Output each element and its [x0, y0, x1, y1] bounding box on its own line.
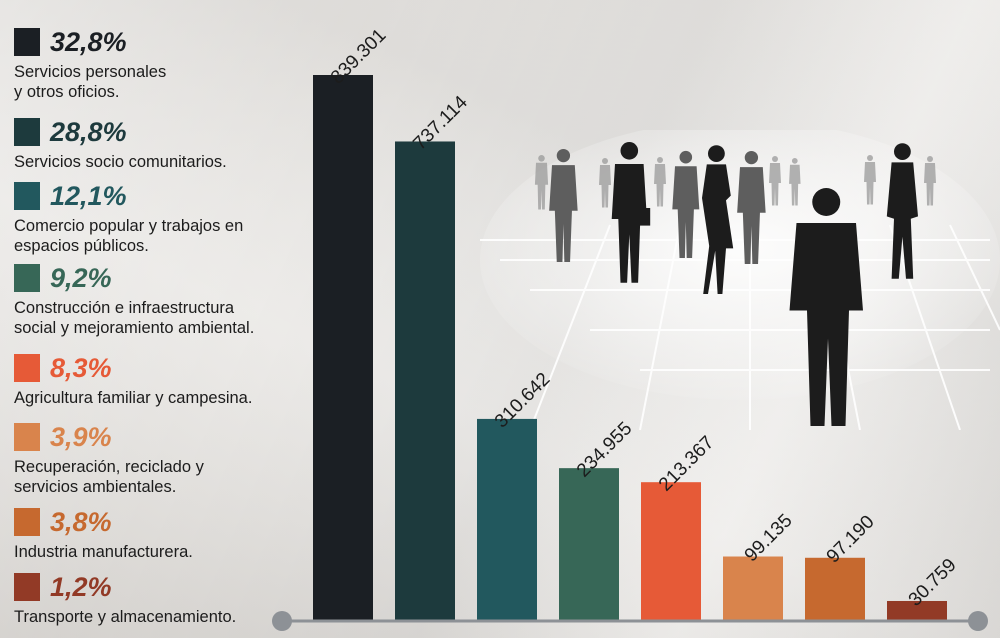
- legend-percentage: 32,8%: [50, 27, 127, 57]
- bar-1: [313, 75, 373, 621]
- legend-percentage: 3,8%: [50, 507, 112, 537]
- legend-category-label: Agricultura familiar y campesina.: [14, 389, 253, 407]
- foreground-people: [611, 142, 918, 426]
- bar-2: [395, 141, 455, 621]
- legend-swatch: [14, 508, 40, 536]
- legend-percentage: 9,2%: [50, 263, 112, 293]
- legend-category-label: Industria manufacturera.: [14, 543, 193, 561]
- legend-category-label: Servicios socio comunitarios.: [14, 153, 227, 171]
- legend-swatch: [14, 118, 40, 146]
- legend-percentage: 12,1%: [50, 181, 127, 211]
- midground-people: [549, 148, 766, 264]
- legend-swatch: [14, 28, 40, 56]
- bar-6: [723, 556, 783, 621]
- legend-swatch: [14, 182, 40, 210]
- bar-8: [887, 600, 947, 621]
- legend-swatch: [14, 354, 40, 382]
- legend-category-label: Recuperación, reciclado y servicios ambi…: [14, 458, 204, 496]
- legend-percentage: 8,3%: [50, 353, 112, 383]
- bar-3: [477, 418, 537, 621]
- legend-category-label: Construcción e infraestructura social y …: [14, 299, 255, 337]
- legend-percentage: 3,9%: [50, 422, 112, 452]
- bar-5: [641, 482, 701, 621]
- legend-swatch: [14, 264, 40, 292]
- legend-swatch: [14, 423, 40, 451]
- axis-end-dot: [968, 611, 988, 631]
- business-people-illustration: [480, 130, 1000, 430]
- background-crowd: [534, 155, 936, 210]
- legend-category-label: Transporte y almacenamiento.: [14, 608, 237, 626]
- axis-start-dot: [272, 611, 292, 631]
- legend-percentage: 1,2%: [50, 572, 112, 602]
- legend-swatch: [14, 573, 40, 601]
- legend-percentage: 28,8%: [50, 117, 127, 147]
- legend-category-label: Servicios personales y otros oficios.: [14, 63, 167, 101]
- bar-4: [559, 468, 619, 621]
- legend-category-label: Comercio popular y trabajos en espacios …: [14, 217, 244, 255]
- bar-7: [805, 557, 865, 621]
